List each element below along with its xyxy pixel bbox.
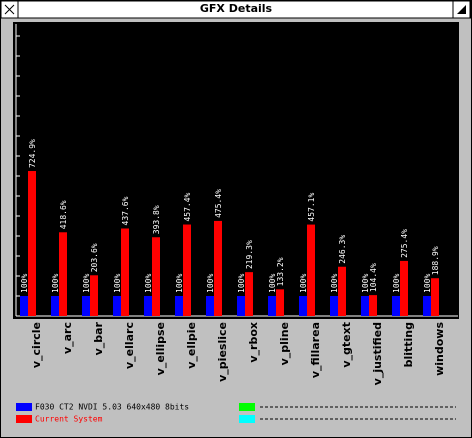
bar [51, 296, 59, 316]
value-label: 100% [392, 274, 401, 293]
value-label: 100% [423, 274, 432, 293]
legend-label: Current System [35, 415, 103, 424]
value-label: 188.9% [431, 246, 440, 275]
x-tick-label: v_ellarc [123, 322, 136, 369]
bar [307, 224, 315, 316]
bar [20, 296, 28, 316]
x-tick-label: v_rbox [247, 322, 260, 363]
bar [431, 278, 439, 316]
value-label: 246.3% [338, 235, 347, 264]
plot-area [13, 22, 459, 319]
x-tick-label: v_gtext [340, 322, 353, 368]
value-label: 203.6% [90, 243, 99, 272]
value-label: 100% [237, 274, 246, 293]
close-icon [4, 4, 15, 15]
value-label: 100% [20, 274, 29, 293]
bar [276, 289, 284, 316]
x-tick-label: v_fillarea [309, 322, 322, 378]
x-tick-label: v_bar [92, 321, 105, 355]
bar [206, 296, 214, 316]
value-label: 133.2% [276, 257, 285, 286]
legend-swatch [16, 403, 32, 411]
value-label: 219.3% [245, 240, 254, 269]
full-icon [457, 5, 466, 14]
x-tick-label: v_circle [30, 322, 43, 368]
value-label: 100% [206, 274, 215, 293]
bar [245, 272, 253, 316]
x-tick-label: v_justified [371, 322, 384, 385]
value-label: 100% [51, 274, 60, 293]
bar [400, 260, 408, 316]
value-label: 100% [144, 274, 153, 293]
value-label: 100% [330, 274, 339, 293]
bar [338, 266, 346, 316]
value-label: 100% [268, 274, 277, 293]
value-label: 100% [113, 274, 122, 293]
value-label: 457.4% [183, 192, 192, 221]
x-tick-label: v_ellpie [185, 322, 198, 369]
legend-swatch [239, 403, 255, 411]
value-label: 100% [361, 274, 370, 293]
value-label: 275.4% [400, 229, 409, 258]
bar [90, 275, 98, 316]
bar [237, 296, 245, 316]
bar [299, 296, 307, 316]
value-label: 393.8% [152, 205, 161, 234]
bar [152, 237, 160, 316]
bar [144, 296, 152, 316]
value-label: 418.6% [59, 200, 68, 229]
x-tick-label: v_arc [61, 322, 74, 354]
x-tick-label: v_ellipse [154, 322, 167, 375]
x-tick-label: windows [433, 322, 446, 376]
bar [175, 296, 183, 316]
value-label: 100% [299, 274, 308, 293]
bar [59, 232, 67, 316]
bar [82, 296, 90, 316]
bar [423, 296, 431, 316]
bar [268, 296, 276, 316]
bar [214, 220, 222, 316]
bar [330, 296, 338, 316]
full-box[interactable] [452, 0, 471, 19]
legend-label: F030 CT2 NVDI 5.03 640x480 8bits [35, 403, 189, 412]
value-label: 475.4% [214, 189, 223, 218]
value-label: 437.6% [121, 196, 130, 225]
bar [392, 296, 400, 316]
value-label: 100% [82, 274, 91, 293]
legend-swatch [239, 415, 255, 423]
value-label: 104.4% [369, 263, 378, 292]
legend-swatch [16, 415, 32, 423]
close-box[interactable] [0, 0, 19, 19]
x-tick-label: blitting [402, 322, 415, 367]
bar [361, 296, 369, 316]
window-title: GFX Details [200, 2, 273, 15]
bar [121, 228, 129, 316]
bar [183, 224, 191, 316]
value-label: 457.1% [307, 192, 316, 221]
value-label: 724.9% [28, 139, 37, 168]
bar [369, 295, 377, 316]
value-label: 100% [175, 274, 184, 293]
x-tick-label: v_pline [278, 322, 291, 365]
x-tick-label: v_pieslice [216, 322, 229, 382]
bar [113, 296, 121, 316]
bar [28, 171, 36, 316]
